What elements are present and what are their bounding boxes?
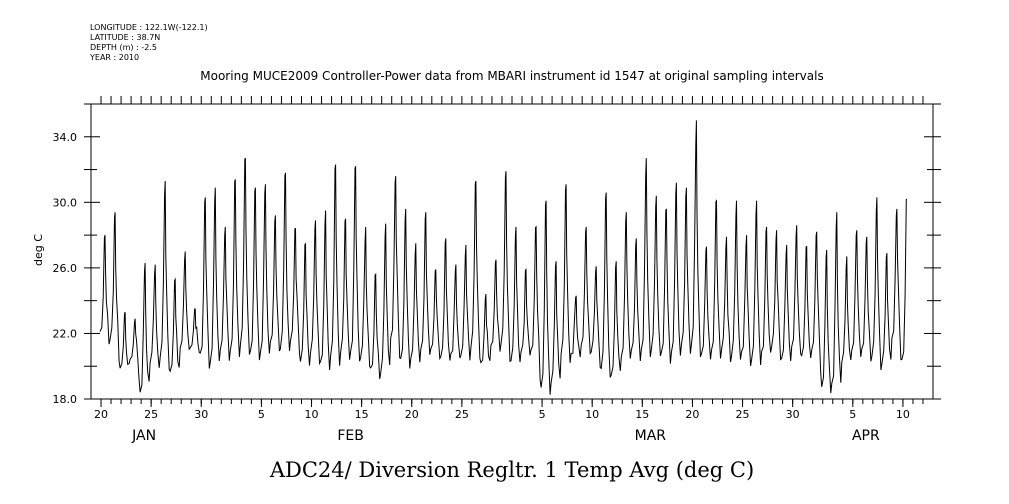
y-axis: 18.0 22.0 26.0 30.0 34.0 xyxy=(53,103,941,406)
y-axis-label: deg C xyxy=(32,234,45,266)
month-label: MAR xyxy=(635,428,667,444)
y-tick-label: 30.0 xyxy=(53,196,78,209)
x-tick-label: 15 xyxy=(355,408,369,421)
month-label: JAN xyxy=(131,428,156,444)
month-label: FEB xyxy=(337,428,364,444)
x-tick-label: 25 xyxy=(455,408,469,421)
x-tick-label: 15 xyxy=(635,408,649,421)
y-tick-label: 26.0 xyxy=(53,262,78,275)
x-tick-label: 5 xyxy=(539,408,546,421)
x-tick-label: 20 xyxy=(94,408,108,421)
x-tick-label: 20 xyxy=(405,408,419,421)
chart-title: Mooring MUCE2009 Controller-Power data f… xyxy=(200,69,823,83)
y-tick-label: 22.0 xyxy=(53,327,78,340)
x-tick-label: 10 xyxy=(585,408,599,421)
x-axis-label: ADC24/ Diversion Regltr. 1 Temp Avg (deg… xyxy=(269,458,754,482)
x-tick-label: 10 xyxy=(305,408,319,421)
x-tick-label: 30 xyxy=(786,408,800,421)
month-label: APR xyxy=(852,428,880,444)
longitude-text: LONGITUDE : 122.1W(-122.1) xyxy=(90,23,208,32)
y-tick-label: 34.0 xyxy=(53,131,78,144)
x-tick-label: 10 xyxy=(896,408,910,421)
series-line xyxy=(99,120,908,395)
depth-text: DEPTH (m) : -2.5 xyxy=(90,43,157,52)
x-tick-label: 30 xyxy=(194,408,208,421)
x-tick-label: 25 xyxy=(144,408,158,421)
latitude-text: LATITUDE : 38.7N xyxy=(90,33,160,42)
x-tick-label: 25 xyxy=(736,408,750,421)
year-text: YEAR : 2010 xyxy=(89,53,139,62)
y-tick-label: 18.0 xyxy=(53,393,78,406)
x-tick-label: 20 xyxy=(685,408,699,421)
x-axis: 20 25 30 5 10 15 20 25 5 10 15 20 25 30 5 10 xyxy=(94,96,924,421)
month-labels: JAN FEB MAR APR xyxy=(131,428,880,444)
x-tick-label: 5 xyxy=(258,408,265,421)
metadata-block: LONGITUDE : 122.1W(-122.1) LATITUDE : 38… xyxy=(89,23,208,62)
x-tick-label: 5 xyxy=(849,408,856,421)
